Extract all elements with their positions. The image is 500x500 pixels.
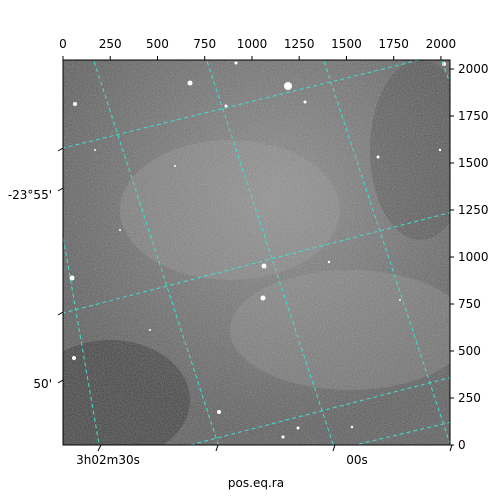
- star-4: [303, 100, 307, 104]
- star-20: [399, 299, 401, 301]
- star-21: [149, 329, 151, 331]
- right-tick-label-4: 1000: [458, 250, 489, 264]
- right-tick-label-6: 1500: [458, 156, 489, 170]
- star-19: [119, 229, 121, 231]
- star-11: [69, 275, 75, 281]
- star-22: [94, 149, 96, 151]
- plot-frame: [62, 59, 451, 446]
- star-16: [350, 425, 354, 429]
- grid-line-0: [93, 60, 219, 445]
- star-17: [327, 260, 331, 264]
- bottom-world-axis: 3h02m30s 00s pos.eq.ra: [76, 444, 453, 490]
- right-tick-label-3: 750: [458, 297, 481, 311]
- star-15: [281, 435, 285, 439]
- left-tick-label-1: 50': [33, 377, 52, 391]
- bottom-tick-label-0: 3h02m30s: [76, 453, 140, 467]
- right-pixel-axis: 0 250 500 750 1000 1250 1500 1750 2000: [450, 62, 489, 452]
- top-tick-label-6: 1500: [331, 37, 362, 51]
- left-tick-label-0: -23°55': [8, 188, 52, 202]
- grid-line-3: [441, 60, 450, 85]
- star-8: [438, 148, 442, 152]
- star-5: [234, 61, 238, 65]
- top-tick-label-4: 1000: [237, 37, 268, 51]
- right-tick-label-7: 1750: [458, 109, 489, 123]
- star-2: [73, 102, 77, 106]
- right-tick-label-8: 2000: [458, 62, 489, 76]
- star-1: [187, 80, 193, 86]
- top-tick-label-3: 750: [193, 37, 216, 51]
- star-13: [217, 410, 221, 414]
- top-tick-label-5: 1250: [284, 37, 315, 51]
- coordinate-grid: [63, 60, 450, 445]
- star-3: [224, 104, 228, 108]
- right-tick-label-2: 500: [458, 344, 481, 358]
- grid-line-1: [206, 60, 334, 445]
- star-12: [72, 356, 76, 360]
- top-tick-label-2: 500: [146, 37, 169, 51]
- grid-line-2: [323, 60, 450, 445]
- star-14: [296, 426, 300, 430]
- x-axis-title: pos.eq.ra: [228, 476, 284, 490]
- top-tick-label-0: 0: [59, 37, 67, 51]
- top-tick-label-7: 1750: [378, 37, 409, 51]
- star-field: [69, 61, 446, 439]
- top-tick-label-1: 250: [99, 37, 122, 51]
- star-0: [284, 82, 292, 90]
- star-6: [376, 155, 380, 159]
- grid-line-4: [63, 233, 100, 445]
- sky-image: [63, 60, 450, 445]
- right-tick-label-5: 1250: [458, 203, 489, 217]
- star-18: [174, 165, 176, 167]
- right-tick-label-0: 0: [458, 438, 466, 452]
- star-9: [261, 263, 267, 269]
- top-pixel-axis: 0 250 500 750 1000 1250 1500 1750 2000: [59, 37, 456, 60]
- bottom-tick-label-1: 00s: [346, 453, 368, 467]
- star-10: [260, 295, 266, 301]
- left-world-axis: -23°55' 50': [8, 147, 64, 391]
- top-tick-label-8: 2000: [426, 37, 457, 51]
- right-tick-label-1: 250: [458, 391, 481, 405]
